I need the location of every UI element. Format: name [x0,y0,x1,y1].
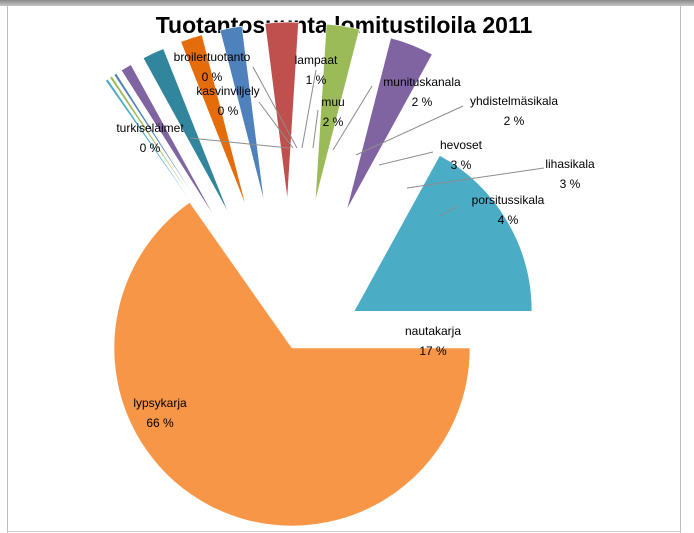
chart-border-right [680,6,681,533]
pie-slice-munituskanala [180,34,247,208]
window-top-bar [0,0,694,6]
leader-line-lampaat [301,69,317,149]
slice-label-muu: muu [321,95,344,109]
pie-slice-hevoset [264,21,299,201]
slice-value-porsitussikala: 4 % [498,213,519,227]
slice-label-hevoset: hevoset [440,138,483,152]
slice-label-lihasikala: lihasikala [545,157,595,171]
chart-border-bottom [7,531,681,532]
slice-value-munituskanala: 2 % [412,95,433,109]
leader-line-lihasikala [406,167,545,189]
pie-slice-turkiselaimet [105,78,209,227]
pie-slice-kasvinviljely [109,75,211,226]
slice-value-lihasikala: 3 % [560,177,581,191]
pie-slice-muu [142,48,230,215]
leader-line-turkiselaimet [189,137,290,149]
slice-value-lypsykarja: 66 % [146,416,174,430]
slice-value-hevoset: 3 % [451,158,472,172]
slice-value-yhdistelmasikala: 2 % [504,114,525,128]
slice-label-lypsykarja: lypsykarja [133,396,187,410]
leader-line-munituskanala [332,85,373,151]
slice-value-muu: 2 % [323,115,344,129]
slice-label-turkiselaimet: turkiseläimet [116,121,184,135]
slice-label-nautakarja: nautakarja [405,324,461,338]
slice-label-munituskanala: munituskanala [383,75,461,89]
pie-slice-broilertuotanto [113,72,212,224]
slice-value-broilertuotanto: 0 % [202,70,223,84]
pie-slice-nautakarja [353,154,533,312]
slice-label-kasvinviljely: kasvinviljely [196,84,259,98]
pie-slice-yhdistelmasikala [219,25,265,203]
pie-slice-lihasikala [314,23,360,202]
slice-value-nautakarja: 17 % [419,344,447,358]
slice-label-yhdistelmasikala: yhdistelmäsikala [470,94,558,108]
slice-label-porsitussikala: porsitussikala [472,193,545,207]
leader-line-porsitussikala [439,205,459,217]
leader-line-broilertuotanto [252,66,298,149]
leader-line-kasvinviljely [258,101,294,149]
pie-slice-porsitussikala [346,37,433,211]
slice-value-turkiselaimet: 0 % [140,141,161,155]
slice-value-kasvinviljely: 0 % [218,104,239,118]
pie-slice-lampaat [120,64,217,221]
slice-label-lampaat: lampaat [295,53,338,67]
pie-slice-lypsykarja [113,201,471,527]
leader-line-yhdistelmasikala [355,105,464,156]
leader-line-hevoset [378,151,434,166]
slice-label-broilertuotanto: broilertuotanto [174,50,251,64]
slice-value-lampaat: 1 % [306,73,327,87]
leader-line-muu [312,109,319,149]
chart-border-left [7,6,8,533]
